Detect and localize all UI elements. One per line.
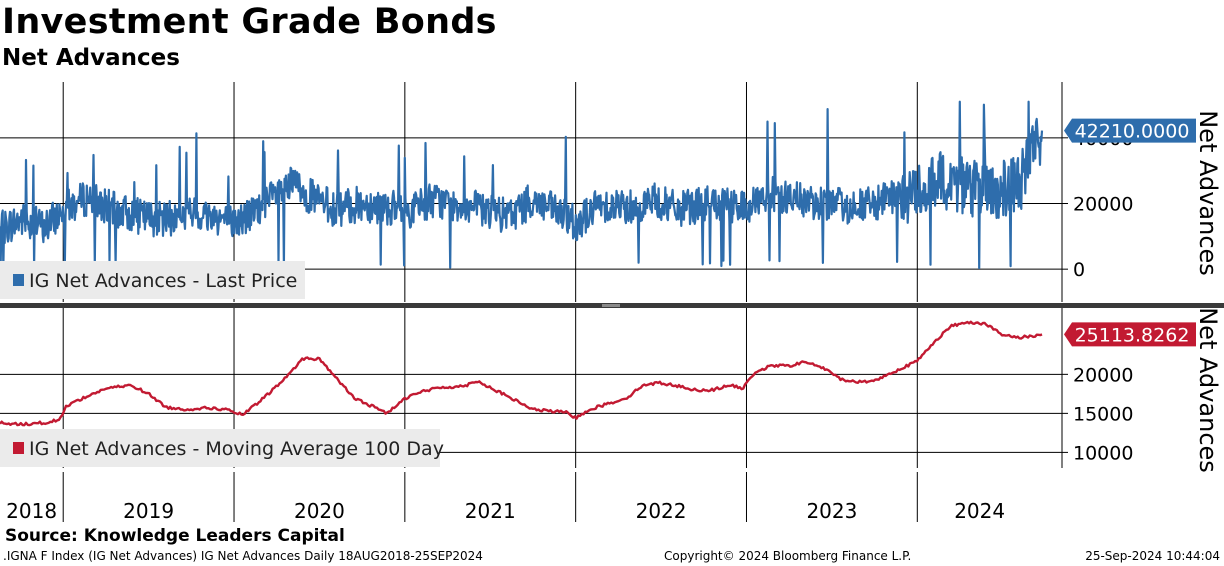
top-last-value-box: 42210.0000 <box>1064 118 1196 143</box>
x-tick-label: 2022 <box>636 499 687 523</box>
bottom-legend-swatch <box>13 442 24 454</box>
top-legend-swatch <box>13 274 24 286</box>
bottom-tick-label: 15000 <box>1073 403 1133 425</box>
top-legend-label: IG Net Advances - Last Price <box>29 270 297 292</box>
series-line-moving-average <box>0 320 1043 427</box>
chart-subtitle: Net Advances <box>2 45 180 71</box>
copyright-note: Copyright© 2024 Bloomberg Finance L.P. <box>664 549 912 563</box>
top-legend[interactable]: IG Net Advances - Last Price <box>0 261 305 299</box>
bottom-panel-tick-labels: 10000 15000 20000 <box>1073 364 1133 464</box>
bottom-last-value-box: 25113.8262 <box>1064 322 1196 347</box>
bottom-tick-label: 20000 <box>1073 364 1133 386</box>
chart-title: Investment Grade Bonds <box>2 2 497 42</box>
source-note: Source: Knowledge Leaders Capital <box>5 526 345 546</box>
series-line-last-price <box>0 100 1044 270</box>
top-last-value-label: 42210.0000 <box>1075 121 1190 143</box>
top-panel-tick-labels: 02000040000 <box>1073 128 1133 281</box>
x-tick-label: 2018 <box>6 499 57 523</box>
x-tick-label: 2023 <box>806 499 857 523</box>
panel-divider-handle[interactable] <box>602 304 620 307</box>
x-tick-label: 2020 <box>294 499 345 523</box>
x-tick-label: 2021 <box>465 499 516 523</box>
bottom-panel-ylabel: Net Advances <box>1194 307 1222 473</box>
x-tick-label: 2024 <box>954 499 1005 523</box>
bottom-last-value-label: 25113.8262 <box>1075 324 1190 346</box>
x-tick-label: 2019 <box>123 499 174 523</box>
index-description: .IGNA F Index (IG Net Advances) IG Net A… <box>3 549 483 563</box>
bottom-legend[interactable]: IG Net Advances - Moving Average 100 Day <box>0 429 444 467</box>
bottom-legend-label: IG Net Advances - Moving Average 100 Day <box>29 438 444 460</box>
top-tick-label: 0 <box>1073 259 1085 281</box>
x-axis-labels: 2018 2019 2020 2021 2022 2023 2024 <box>6 499 1005 523</box>
top-tick-label: 20000 <box>1073 193 1133 215</box>
bottom-tick-label: 10000 <box>1073 442 1133 464</box>
timestamp: 25-Sep-2024 10:44:04 <box>1085 549 1220 563</box>
top-panel-ylabel: Net Advances <box>1194 110 1222 276</box>
